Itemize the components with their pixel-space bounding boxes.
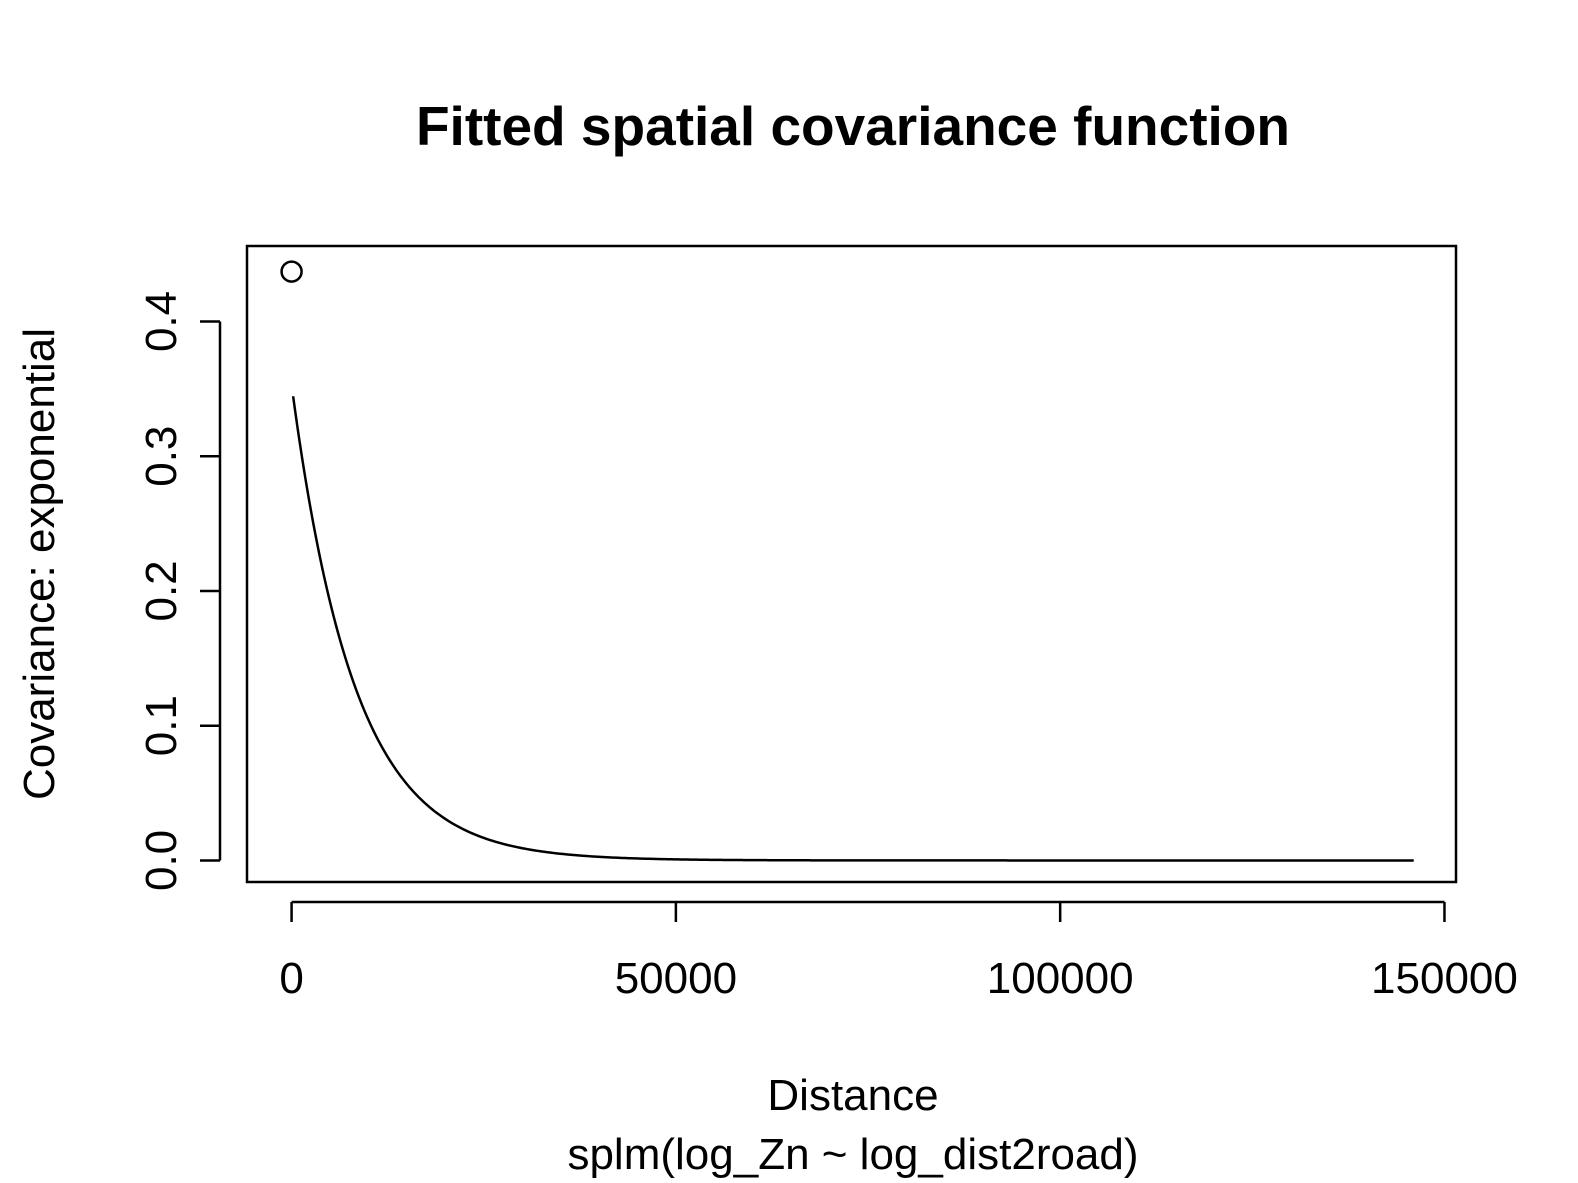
y-axis-label: Covariance: exponential [15, 328, 64, 800]
x-tick-label: 150000 [1371, 954, 1518, 1003]
plot-area [280, 260, 1414, 862]
chart-title: Fitted spatial covariance function [416, 95, 1290, 157]
sub-label: splm(log_Zn ~ log_dist2road) [567, 1130, 1138, 1179]
y-tick-label: 0.1 [137, 695, 186, 756]
x-axis-label: Distance [767, 1071, 938, 1120]
y-tick-label: 0.2 [137, 560, 186, 621]
plot-frame [245, 244, 1458, 884]
y-axis: 0.0 0.1 0.2 0.3 0.4 [137, 291, 222, 891]
x-tick-label: 0 [279, 954, 303, 1003]
data-point [280, 260, 303, 283]
y-tick-label: 0.0 [137, 830, 186, 891]
y-tick-label: 0.3 [137, 426, 186, 487]
covariance-curve [291, 396, 1414, 862]
x-tick-label: 50000 [615, 954, 737, 1003]
y-tick-label: 0.4 [137, 291, 186, 352]
x-axis: 0 50000 100000 150000 [279, 900, 1518, 1003]
x-tick-label: 100000 [987, 954, 1134, 1003]
